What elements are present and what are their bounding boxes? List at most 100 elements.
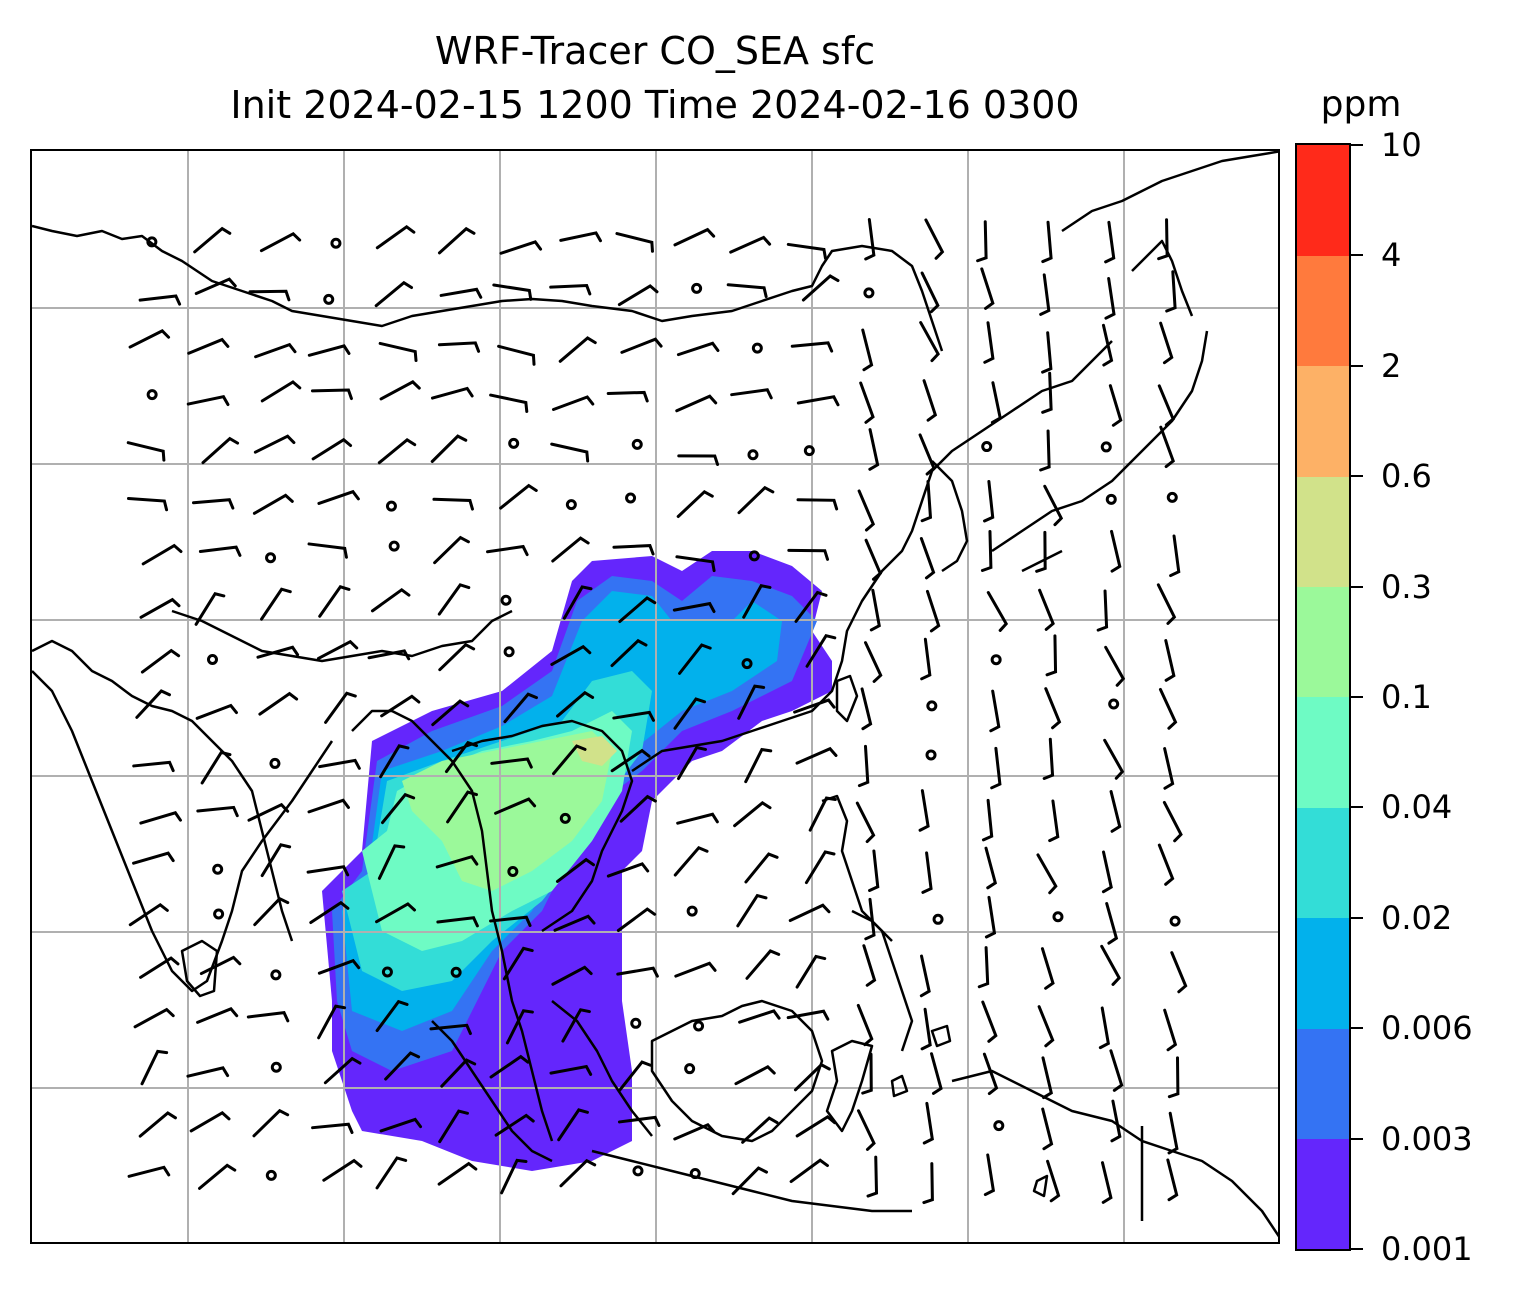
wind-barb: [502, 946, 534, 981]
wind-barb: [1170, 951, 1188, 994]
wind-barb: [258, 691, 299, 716]
wind-barb: [317, 489, 360, 505]
wind-barb: [318, 585, 351, 618]
colorbar-tick-label: 10: [1381, 126, 1422, 164]
wind-barb: [788, 903, 831, 923]
wind-barb: [930, 1052, 943, 1095]
calm-wind-marker: [630, 1017, 642, 1029]
wind-barb: [864, 538, 883, 581]
wind-barb: [307, 344, 351, 357]
wind-barb: [253, 434, 296, 454]
wind-barb: [1165, 270, 1177, 313]
colorbar-tick: [1351, 1137, 1363, 1140]
wind-barb: [615, 232, 654, 253]
wind-barb: [433, 535, 470, 565]
wind-barb: [381, 792, 416, 825]
wind-barb: [796, 395, 840, 407]
wind-barb: [1105, 902, 1119, 945]
wind-barb: [248, 289, 291, 302]
calm-wind-marker: [381, 966, 393, 978]
tracer-concentration-field: [322, 551, 832, 1171]
wind-barb: [861, 328, 874, 372]
wind-barb: [256, 645, 300, 659]
colorbar-tick-label: 0.001: [1381, 1230, 1473, 1268]
wind-barb: [1035, 530, 1047, 573]
wind-barb: [557, 1108, 589, 1142]
wind-barb: [323, 1056, 362, 1085]
wind-barb: [742, 584, 772, 619]
wind-barb: [745, 949, 781, 980]
wind-barb: [869, 588, 881, 632]
calm-wind-marker: [625, 492, 637, 504]
wind-barb: [379, 744, 410, 779]
wind-barb: [789, 1158, 829, 1184]
wind-barb: [492, 283, 533, 301]
wind-barb: [1046, 1159, 1061, 1203]
wind-barb: [201, 436, 240, 465]
wind-barb: [380, 694, 421, 718]
wind-barb: [367, 649, 411, 661]
wind-barb: [990, 746, 1002, 790]
wind-barb: [790, 341, 834, 353]
wind-barb: [616, 966, 659, 978]
calm-wind-marker: [146, 389, 158, 401]
calm-wind-marker: [388, 540, 400, 552]
wind-barb: [140, 648, 181, 674]
wind-barb: [619, 794, 657, 823]
calm-wind-marker: [741, 658, 753, 670]
calm-wind-marker: [1105, 493, 1117, 505]
wind-barb: [127, 1165, 171, 1178]
wind-barb: [490, 757, 533, 769]
wind-barb: [260, 843, 292, 878]
wind-barb: [379, 1117, 423, 1133]
wind-barb: [920, 479, 933, 523]
calm-wind-marker: [213, 908, 225, 920]
wind-barb: [736, 893, 768, 928]
wind-barb: [673, 697, 707, 730]
wind-barb: [135, 689, 171, 719]
colorbar-band: [1297, 697, 1349, 808]
wind-barb: [924, 218, 945, 260]
wind-barb: [195, 703, 238, 720]
wind-barb: [322, 1158, 363, 1182]
wind-barb: [317, 958, 361, 975]
wind-barb: [606, 862, 650, 878]
wind-barb: [440, 1058, 477, 1088]
wind-barb: [494, 1113, 535, 1137]
colorbar-band: [1297, 365, 1349, 477]
wind-barb: [550, 442, 590, 463]
wind-barb: [260, 380, 302, 403]
wind-barb: [324, 691, 357, 724]
wind-barb: [986, 591, 1009, 632]
wind-barb: [194, 277, 237, 296]
map-title-line2: Init 2024-02-15 1200 Time 2024-02-16 030…: [230, 83, 1080, 127]
calm-wind-marker: [747, 449, 759, 461]
wind-barb: [252, 1108, 290, 1138]
calm-wind-marker: [1169, 915, 1181, 927]
wind-barb: [989, 689, 1001, 733]
calm-wind-marker: [507, 865, 519, 877]
calm-wind-marker: [1108, 698, 1120, 710]
wind-barb: [555, 857, 596, 883]
calm-wind-marker: [803, 445, 815, 457]
wind-barb: [1045, 634, 1058, 677]
colorbar-band: [1297, 1028, 1349, 1140]
wind-barb: [737, 684, 766, 720]
calm-wind-marker: [146, 236, 158, 248]
map-gridlines: [32, 151, 1278, 1242]
colorbar-tick-label: 0.6: [1381, 457, 1432, 496]
wind-barb: [1100, 944, 1121, 986]
wind-barb: [977, 946, 990, 989]
wind-barb: [489, 1054, 530, 1079]
coastlines-and-borders: [32, 151, 1278, 1238]
wind-barb: [310, 388, 353, 401]
wind-barb: [138, 294, 182, 306]
calm-wind-marker: [503, 646, 515, 658]
wind-barb: [1157, 384, 1175, 427]
wind-barb: [1036, 853, 1058, 895]
wind-barb: [551, 395, 595, 411]
calm-wind-marker: [323, 293, 335, 305]
wind-barb: [618, 1060, 652, 1092]
calm-wind-marker: [925, 749, 937, 761]
calm-wind-marker: [269, 757, 281, 769]
